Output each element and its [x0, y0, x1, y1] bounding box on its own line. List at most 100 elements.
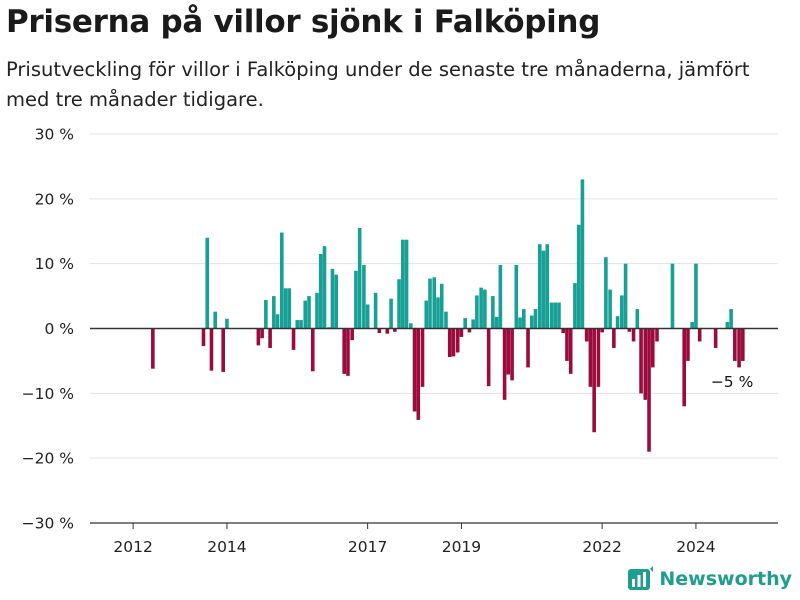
bar-positive [475, 295, 479, 329]
bar-positive [537, 244, 542, 329]
bar-negative [459, 328, 464, 337]
bar-positive [725, 322, 730, 329]
bar-negative [713, 328, 718, 348]
bar-negative [506, 328, 511, 375]
bar-positive [694, 263, 698, 329]
bar-positive [729, 309, 733, 329]
bar-negative [291, 328, 296, 350]
bar-negative [697, 328, 702, 342]
bar-positive [529, 315, 534, 329]
bar-positive [498, 264, 503, 329]
x-axis-ticks: 2012 2014 2017 2019 2022 2024 [113, 523, 716, 556]
bar-negative [467, 328, 472, 333]
bar-negative [455, 328, 460, 353]
bar-positive [608, 289, 612, 329]
bar-positive [471, 319, 475, 329]
bar-positive [283, 288, 288, 329]
bar-positive [545, 244, 550, 329]
bar-positive [334, 274, 339, 329]
bar-negative [350, 328, 354, 341]
bar-positive [365, 304, 370, 329]
bar-positive [444, 311, 448, 329]
bar-positive [533, 309, 538, 329]
y-tick-label: 30 % [35, 126, 74, 144]
bar-positive [557, 302, 561, 329]
bar-positive [576, 224, 581, 329]
y-tick-label: 0 % [44, 320, 74, 338]
x-tick-label: 2014 [207, 538, 246, 556]
bar-negative [612, 328, 616, 348]
bar-negative [596, 328, 601, 387]
bar-negative [451, 328, 456, 357]
bar-negative [268, 328, 272, 348]
bar-positive [553, 302, 558, 329]
bar-negative [256, 328, 261, 346]
chart-title: Priserna på villor sjönk i Falköping [6, 4, 601, 40]
bar-positive [280, 232, 284, 329]
bar-negative [209, 328, 214, 371]
bar-positive [635, 309, 640, 329]
bar-positive [424, 300, 429, 329]
y-tick-label: −10 % [22, 385, 74, 403]
bar-negative [592, 328, 596, 433]
bar-negative [682, 328, 686, 407]
bar-positive [549, 302, 554, 329]
bar-positive [436, 297, 440, 329]
newsworthy-brand[interactable]: Newsworthy [627, 564, 792, 594]
bar-positive [463, 318, 467, 329]
bar-positive [620, 295, 624, 329]
bar-negative [412, 328, 417, 412]
bar-positive [580, 179, 585, 329]
bar-positive [225, 318, 229, 329]
bar-positive [541, 250, 546, 329]
bar-negative [737, 328, 741, 368]
bar-positive [318, 253, 323, 329]
bar-positive [494, 316, 499, 329]
bar-negative [502, 328, 507, 400]
bar-negative [655, 328, 659, 342]
bar-positive [514, 264, 519, 329]
bar-positive [322, 246, 327, 329]
bar-positive [303, 300, 308, 329]
bar-positive [518, 317, 522, 329]
newsworthy-logo-icon [628, 566, 654, 590]
bar-positive [483, 289, 487, 329]
bar-positive [315, 292, 319, 329]
bar-positive [264, 299, 268, 329]
x-tick-label: 2024 [676, 538, 715, 556]
x-tick-label: 2022 [582, 538, 621, 556]
bar-positive [522, 309, 526, 329]
y-tick-label: 20 % [35, 190, 74, 208]
bar-positive [354, 270, 358, 329]
bar-negative [342, 328, 346, 374]
x-tick-label: 2012 [113, 538, 152, 556]
bar-positive [307, 296, 311, 329]
bar-positive [432, 277, 437, 329]
bar-positive [397, 279, 401, 329]
bar-positive [357, 228, 362, 329]
bar-negative [260, 328, 264, 339]
bar-positive [389, 298, 393, 329]
bar-negative [741, 328, 745, 361]
y-axis-labels: 30 % 20 % 10 % 0 % −10 % −20 % −30 % [22, 126, 74, 533]
bar-positive [287, 288, 292, 329]
bar-negative [561, 328, 566, 334]
bar-negative [627, 328, 632, 332]
bar-positive [330, 268, 335, 329]
bar-negative [650, 328, 655, 368]
chart-subtitle: Prisutveckling för villor i Falköping un… [6, 58, 750, 111]
bar-negative [346, 328, 350, 376]
bar-negative [310, 328, 315, 372]
bar-positive [213, 311, 218, 329]
bar-negative [600, 328, 604, 333]
bar-negative [447, 328, 452, 358]
last-value-annotation: −5 % [711, 373, 754, 391]
bar-negative [385, 328, 390, 334]
bar-positive [491, 296, 495, 329]
bar-positive [275, 314, 280, 329]
grid-lines [90, 133, 778, 459]
bar-positive [615, 316, 620, 329]
bar-negative [584, 328, 589, 342]
y-tick-label: −20 % [22, 450, 74, 468]
